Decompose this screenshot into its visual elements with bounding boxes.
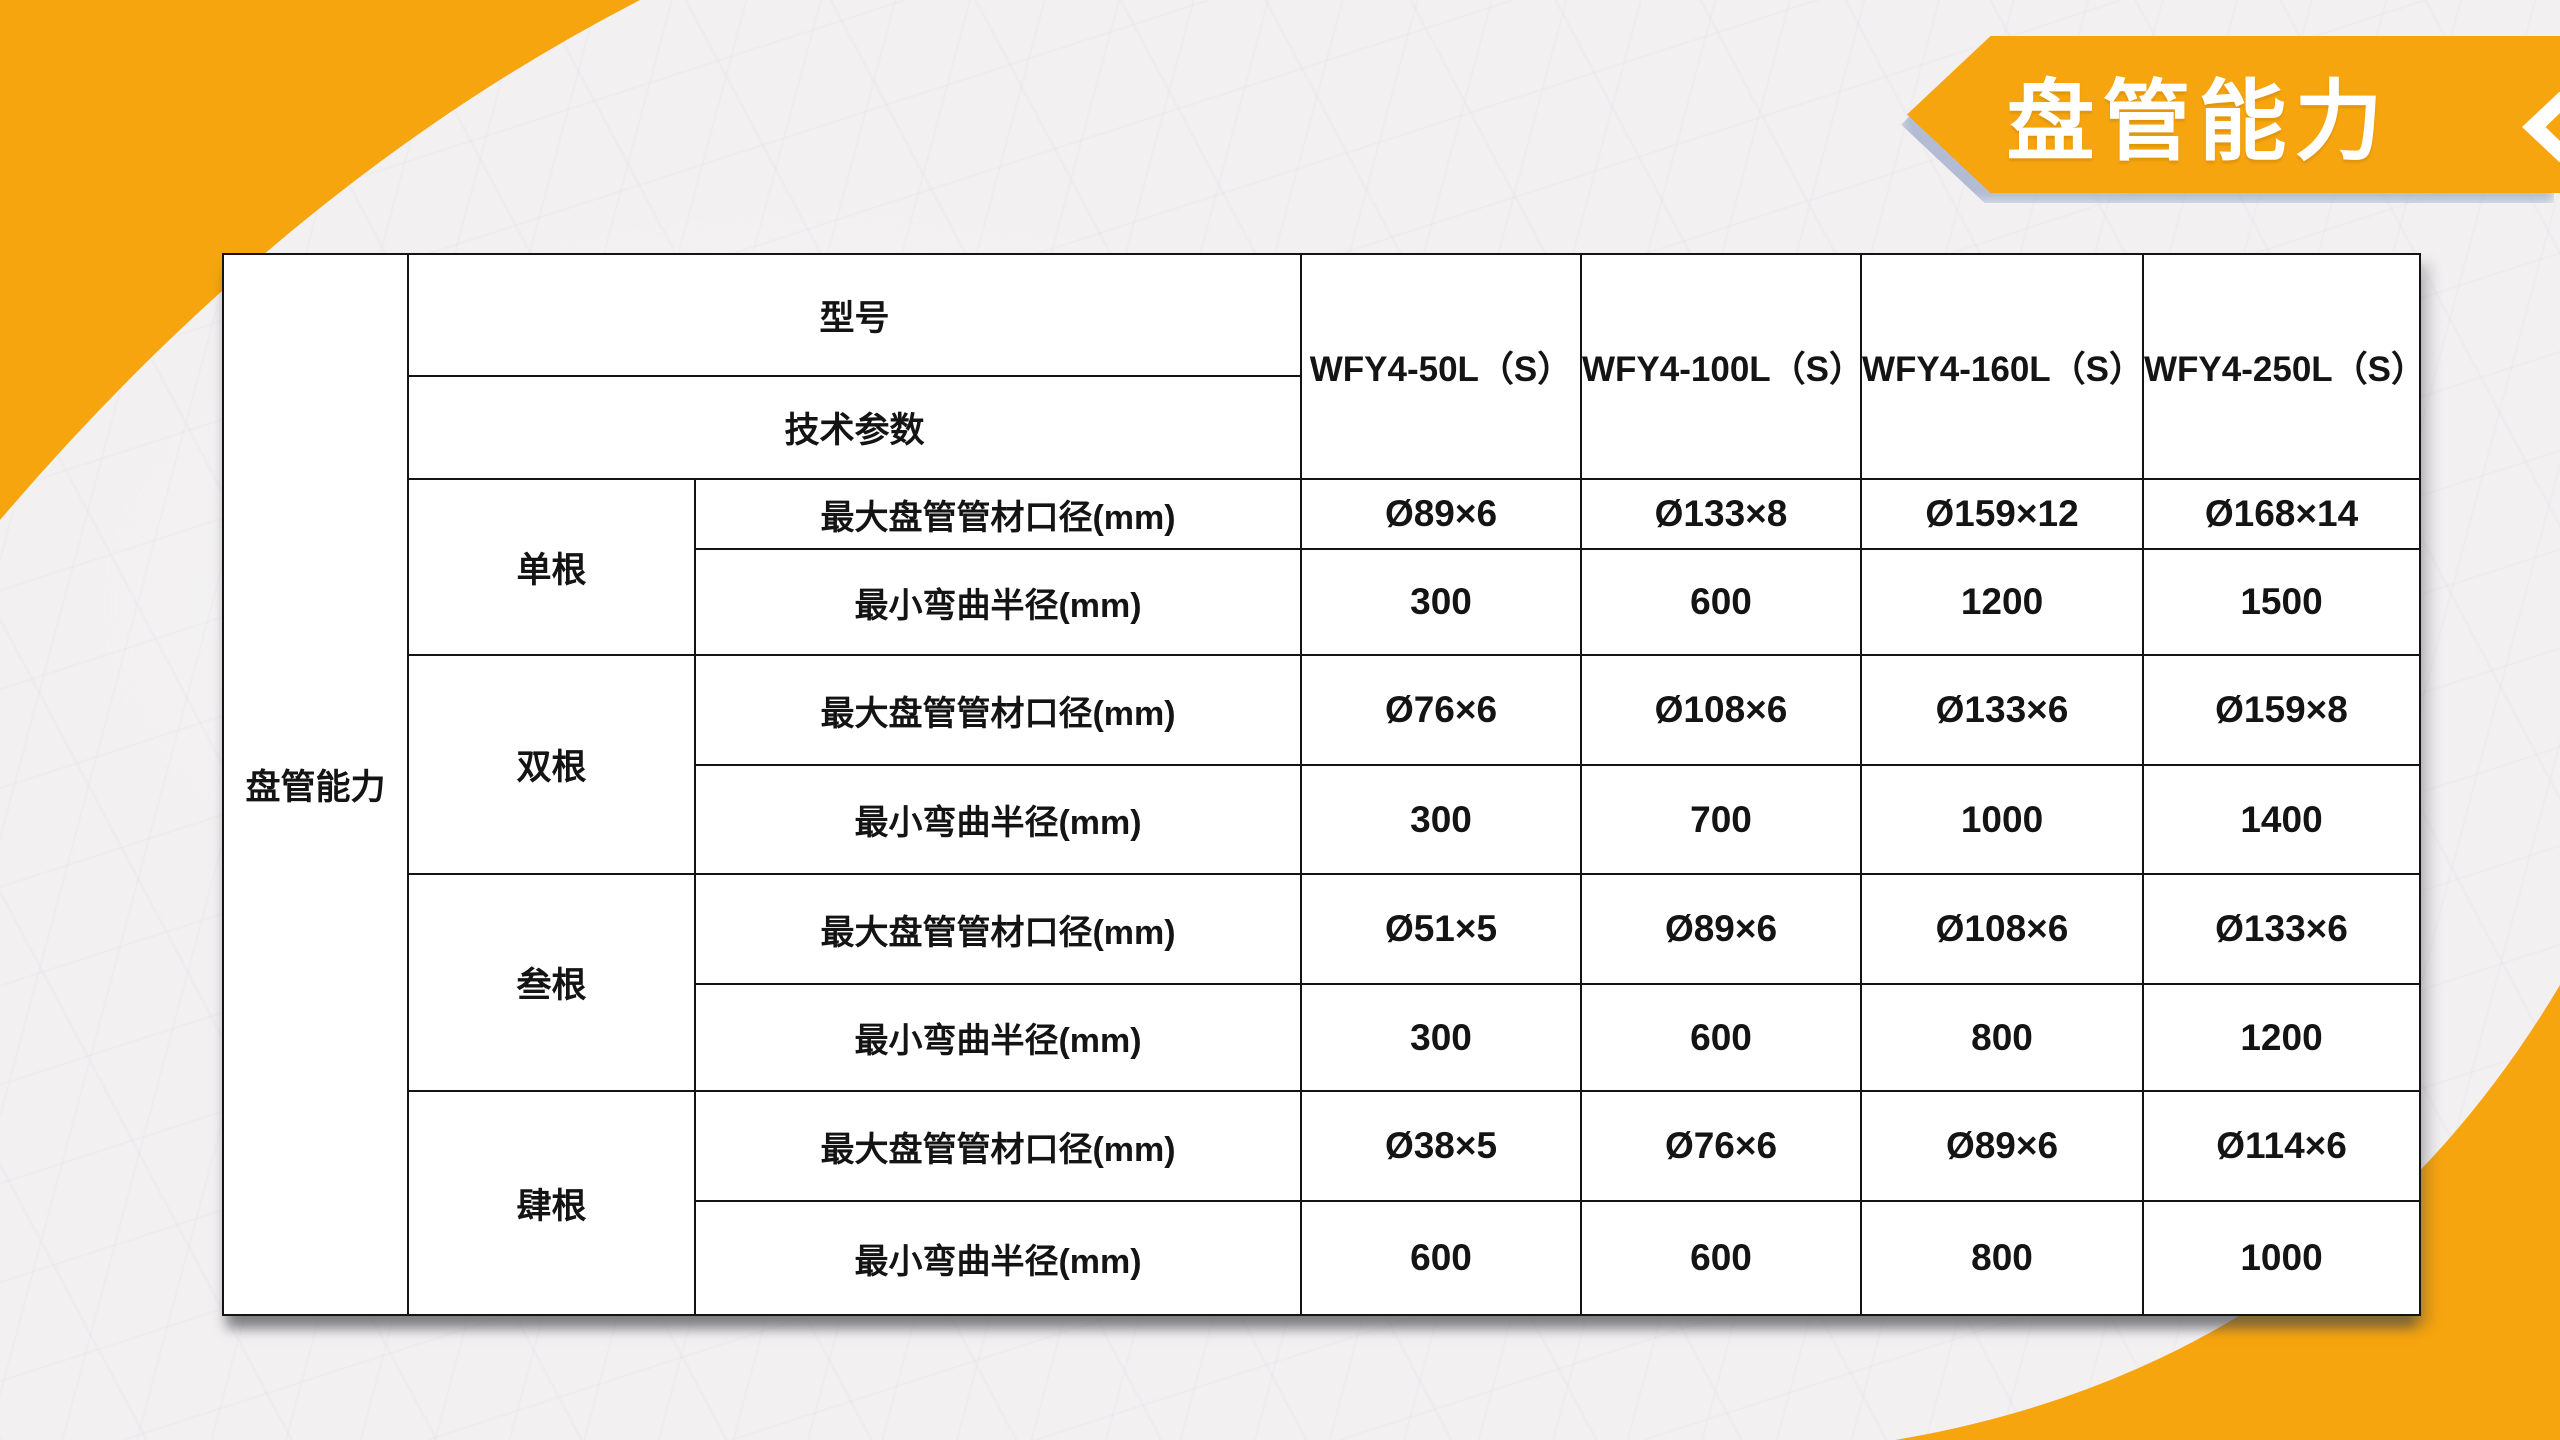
value-min-0-2: 1200 xyxy=(1860,548,2145,656)
value-max-2-3: Ø133×6 xyxy=(2142,873,2422,985)
param-name-max-1: 最大盘管管材口径(mm) xyxy=(693,654,1303,766)
value-min-1-3: 1400 xyxy=(2142,764,2422,875)
value-min-2-1: 600 xyxy=(1580,983,1863,1092)
value-min-0-0: 300 xyxy=(1300,548,1583,656)
value-min-3-2: 800 xyxy=(1860,1200,2145,1316)
col-header-model-1: WFY4-100L（S） xyxy=(1580,253,1863,480)
value-min-1-0: 300 xyxy=(1300,764,1583,875)
value-max-2-1: Ø89×6 xyxy=(1580,873,1863,985)
value-max-2-0: Ø51×5 xyxy=(1300,873,1583,985)
value-max-3-3: Ø114×6 xyxy=(2142,1090,2422,1202)
value-min-2-2: 800 xyxy=(1860,983,2145,1092)
value-min-0-3: 1500 xyxy=(2142,548,2422,656)
header-param-label: 技术参数 xyxy=(406,375,1303,480)
group-label-1: 双根 xyxy=(407,654,696,875)
value-min-3-1: 600 xyxy=(1580,1200,1863,1316)
param-name-min-2: 最小弯曲半径(mm) xyxy=(693,983,1303,1092)
param-name-max-0: 最大盘管管材口径(mm) xyxy=(693,478,1303,550)
value-min-2-0: 300 xyxy=(1300,983,1583,1092)
value-max-1-3: Ø159×8 xyxy=(2142,654,2422,766)
value-min-1-2: 1000 xyxy=(1860,764,2145,875)
value-min-3-0: 600 xyxy=(1300,1200,1583,1316)
value-max-1-1: Ø108×6 xyxy=(1580,654,1863,766)
param-name-max-2: 最大盘管管材口径(mm) xyxy=(693,873,1303,985)
group-label-0: 单根 xyxy=(407,478,696,656)
group-label-2: 叁根 xyxy=(407,873,696,1092)
value-max-3-0: Ø38×5 xyxy=(1300,1090,1583,1202)
page-title: 盘管能力 xyxy=(2006,72,2391,171)
value-max-0-1: Ø133×8 xyxy=(1580,478,1863,550)
value-max-0-2: Ø159×12 xyxy=(1860,478,2145,550)
title-banner: 盘管能力 xyxy=(1907,36,2560,193)
value-min-3-3: 1000 xyxy=(2142,1200,2422,1316)
param-name-min-1: 最小弯曲半径(mm) xyxy=(693,764,1303,875)
value-max-3-1: Ø76×6 xyxy=(1580,1090,1863,1202)
col-header-model-3: WFY4-250L（S） xyxy=(2142,253,2422,480)
value-max-2-2: Ø108×6 xyxy=(1860,873,2145,985)
spec-table: 盘管能力 型号 WFY4-50L（S） WFY4-100L（S） WFY4-16… xyxy=(222,253,2422,1316)
orange-corner-bottom-right xyxy=(1895,985,2560,1440)
value-max-1-0: Ø76×6 xyxy=(1300,654,1583,766)
value-min-2-3: 1200 xyxy=(2142,983,2422,1092)
col-header-model-2: WFY4-160L（S） xyxy=(1860,253,2145,480)
value-max-0-0: Ø89×6 xyxy=(1300,478,1583,550)
value-min-0-1: 600 xyxy=(1580,548,1863,656)
value-max-0-3: Ø168×14 xyxy=(2142,478,2422,550)
group-label-3: 肆根 xyxy=(407,1090,696,1316)
col-header-model-0: WFY4-50L（S） xyxy=(1300,253,1583,480)
value-max-1-2: Ø133×6 xyxy=(1860,654,2145,766)
orange-corner-top-left xyxy=(0,0,640,520)
value-min-1-1: 700 xyxy=(1580,764,1863,875)
param-name-max-3: 最大盘管管材口径(mm) xyxy=(693,1090,1303,1202)
value-max-3-2: Ø89×6 xyxy=(1860,1090,2145,1202)
param-name-min-0: 最小弯曲半径(mm) xyxy=(693,548,1303,656)
row-group-header: 盘管能力 xyxy=(222,253,409,1316)
param-name-min-3: 最小弯曲半径(mm) xyxy=(693,1200,1303,1316)
header-model-label: 型号 xyxy=(406,253,1303,377)
